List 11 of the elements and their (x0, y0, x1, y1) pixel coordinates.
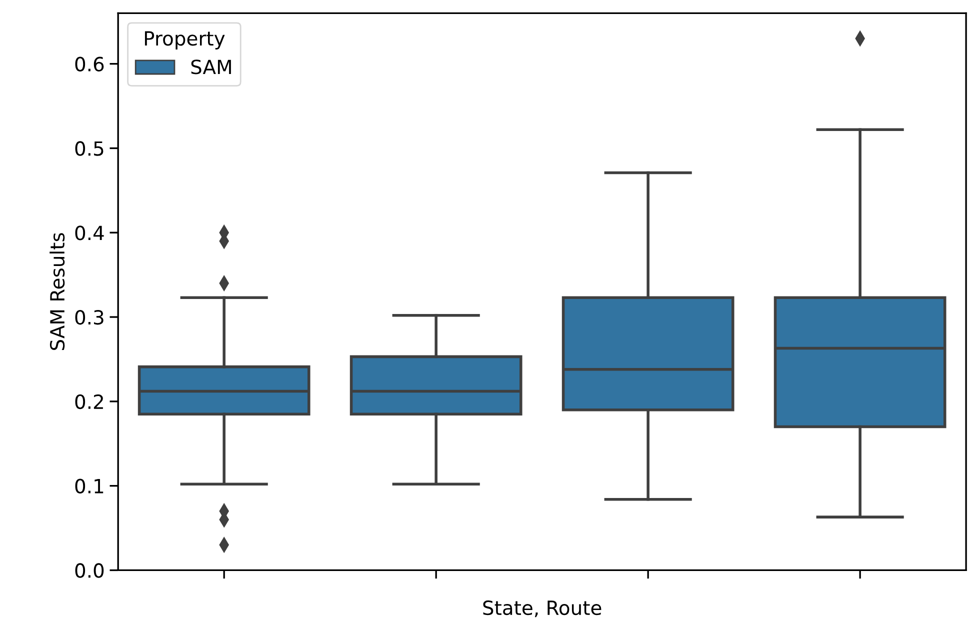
legend-label: SAM (191, 60, 231, 74)
x-axis-title: State, Route (483, 600, 602, 618)
legend-title: Property (144, 31, 225, 50)
y-tick-label: 0.2 (75, 394, 103, 410)
y-tick-label: 0.6 (75, 56, 104, 72)
y-tick-label: 0.3 (75, 310, 104, 325)
y-axis-title: SAM Results (50, 233, 65, 350)
y-tick-label: 0.1 (75, 478, 104, 494)
y-tick-label: 0.4 (75, 226, 104, 240)
y-tick-label: 0.5 (75, 141, 104, 156)
y-tick-label: 0.0 (75, 563, 104, 578)
